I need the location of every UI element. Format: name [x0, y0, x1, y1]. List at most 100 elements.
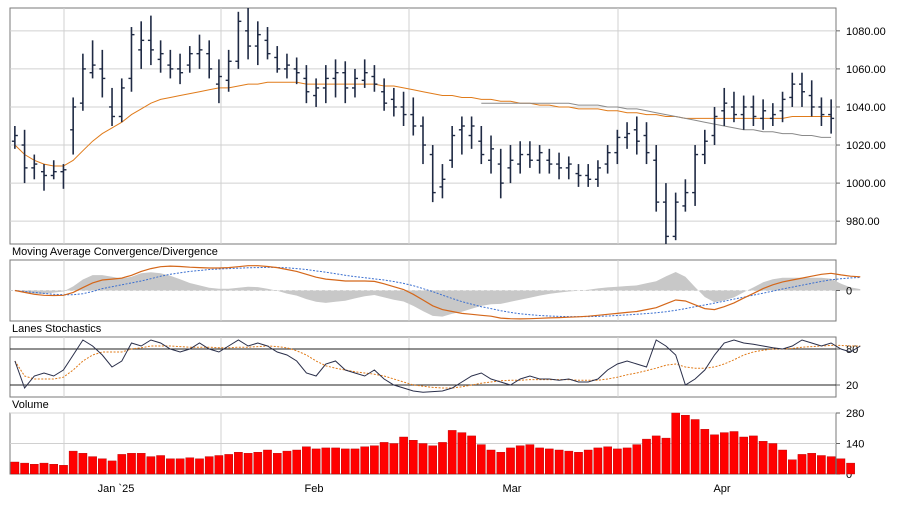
ohlc-bar [390, 87, 397, 117]
volume-bar [593, 447, 603, 475]
ohlc-bar [711, 106, 718, 146]
ohlc-bar [740, 95, 747, 130]
ohlc-bar [721, 87, 728, 126]
volume-bar [467, 435, 476, 475]
ohlc-bar [235, 11, 242, 69]
stoch-k-line [14, 339, 861, 393]
stoch-tick-label: 20 [846, 380, 858, 392]
macd-signal-line [14, 266, 861, 318]
volume-bar [768, 443, 778, 475]
ohlc-bar [536, 145, 543, 174]
volume-bar [729, 431, 739, 475]
ohlc-bar [701, 129, 708, 165]
ohlc-bar [760, 99, 767, 130]
volume-tick-label: 280 [846, 408, 864, 420]
volume-bar [166, 458, 175, 475]
volume-bar [224, 454, 234, 475]
ohlc-bar [662, 183, 669, 244]
volume-bar [78, 453, 88, 475]
volume-bar [846, 462, 855, 475]
price-tick-label: 1000.00 [846, 178, 886, 190]
ohlc-bar [147, 15, 154, 66]
volume-bar [49, 464, 58, 475]
volume-bar [399, 436, 408, 475]
ohlc-bar [245, 8, 252, 60]
ohlc-bar [70, 97, 77, 155]
ohlc-bar [254, 21, 261, 66]
ohlc-bar [808, 80, 815, 117]
volume-bar [175, 458, 185, 475]
volume-bar [107, 460, 117, 475]
volume-bar [739, 436, 748, 475]
volume-bar [574, 452, 583, 475]
volume-tick-label: 0 [846, 469, 852, 481]
ma_fast-line [14, 81, 832, 167]
volume-bar [30, 464, 39, 475]
volume-bar [234, 452, 243, 475]
ohlc-bar [215, 59, 222, 104]
volume-bar [836, 458, 846, 475]
volume-bar [379, 442, 389, 475]
volume-bar [583, 449, 593, 475]
ohlc-bar [633, 116, 640, 155]
volume-bar [720, 432, 729, 475]
ohlc-bar [157, 40, 164, 73]
ohlc-bar [818, 97, 825, 126]
volume-bar [807, 453, 816, 475]
ohlc-bar [186, 46, 193, 73]
ohlc-bar [507, 145, 514, 184]
ohlc-bar [653, 145, 660, 212]
ohlc-bar [439, 164, 446, 199]
volume-bar [321, 447, 331, 475]
ohlc-bar [730, 91, 737, 123]
volume-bar [117, 454, 127, 475]
ohlc-bar [546, 148, 553, 174]
stoch-panel-frame [9, 336, 837, 398]
volume-bar [525, 444, 535, 475]
ohlc-bar [468, 116, 475, 149]
volume-bar [311, 448, 321, 475]
volume-bar [690, 419, 700, 475]
ohlc-bar [322, 65, 329, 104]
ohlc-bar [225, 49, 232, 92]
ohlc-bar [779, 91, 786, 123]
ohlc-bar [682, 179, 689, 212]
volume-bar [409, 440, 418, 475]
volume-bar [331, 447, 340, 475]
ohlc-bar [128, 27, 135, 92]
x-axis-label: Apr [713, 483, 730, 495]
volume-bar [438, 442, 447, 475]
ohlc-bar [789, 72, 796, 107]
ohlc-bar [351, 68, 358, 98]
ohlc-bar [177, 53, 184, 85]
ohlc-bar [21, 129, 28, 184]
stoch-title: Lanes Stochastics [12, 323, 102, 335]
volume-bar [282, 450, 292, 475]
volume-bar [797, 454, 807, 475]
x-axis-label: Jan `25 [98, 483, 135, 495]
volume-bar [97, 458, 107, 475]
volume-bar [302, 446, 311, 475]
volume-bar [360, 446, 370, 475]
volume-bar [758, 441, 768, 475]
ohlc-bar [556, 152, 563, 180]
ohlc-bar [371, 65, 378, 92]
ohlc-bar [206, 40, 213, 79]
volume-bar [20, 462, 29, 475]
volume-bar [447, 430, 457, 475]
ohlc-bar [60, 164, 67, 189]
ohlc-bar [264, 27, 271, 60]
ohlc-bar [11, 126, 18, 149]
volume-bar [10, 461, 20, 475]
volume-bar [457, 432, 467, 475]
ohlc-bar [643, 122, 650, 165]
volume-bar [370, 445, 379, 475]
ohlc-bar [313, 78, 320, 107]
volume-bar [418, 443, 428, 475]
volume-bar [204, 456, 214, 475]
volume-bar [127, 453, 136, 475]
price-tick-label: 980.00 [846, 216, 880, 228]
x-axis-label: Feb [305, 483, 324, 495]
volume-bar [146, 456, 156, 475]
